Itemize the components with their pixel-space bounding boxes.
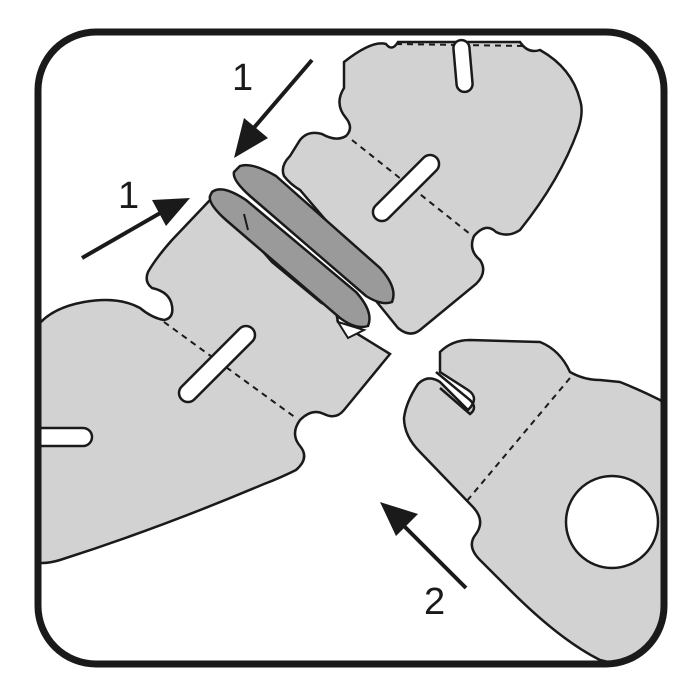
arrow-shaft bbox=[81, 210, 163, 260]
arrow-shaft bbox=[400, 522, 468, 590]
step-label-join: 2 bbox=[424, 581, 445, 623]
arrow-head bbox=[380, 502, 418, 536]
tab-slot bbox=[177, 324, 257, 404]
diagram-frame bbox=[34, 28, 668, 668]
upper-right-strip-body bbox=[281, 40, 583, 335]
adhesive-strips bbox=[208, 163, 395, 329]
slot-edge bbox=[435, 371, 476, 416]
tab-slot bbox=[452, 38, 474, 94]
adhesive-strip-top bbox=[232, 163, 395, 305]
fold-line bbox=[465, 377, 571, 503]
arrow-press-left bbox=[81, 198, 190, 260]
step-label-press-left: 1 bbox=[118, 175, 139, 217]
lower-left-strip bbox=[38, 198, 392, 565]
arrow-join bbox=[380, 502, 468, 590]
fold-line bbox=[163, 321, 297, 419]
tab-slot bbox=[38, 426, 94, 448]
diagram-content bbox=[38, 38, 664, 664]
fold-line bbox=[351, 139, 471, 235]
arrow-head bbox=[234, 118, 268, 158]
arrow-shaft bbox=[250, 58, 314, 132]
adhesive-seam bbox=[243, 213, 249, 231]
lower-right-strip-body bbox=[402, 338, 664, 664]
tab-slot bbox=[371, 153, 441, 223]
upper-right-strip bbox=[281, 38, 583, 335]
strip-hole bbox=[564, 474, 660, 570]
arrow-head bbox=[152, 198, 190, 226]
step-label-press-top: 1 bbox=[232, 57, 253, 99]
adhesive-strip-bottom bbox=[208, 188, 371, 329]
corner-notch bbox=[335, 320, 367, 340]
arrow-press-top bbox=[234, 58, 314, 158]
lower-right-strip bbox=[402, 338, 664, 664]
